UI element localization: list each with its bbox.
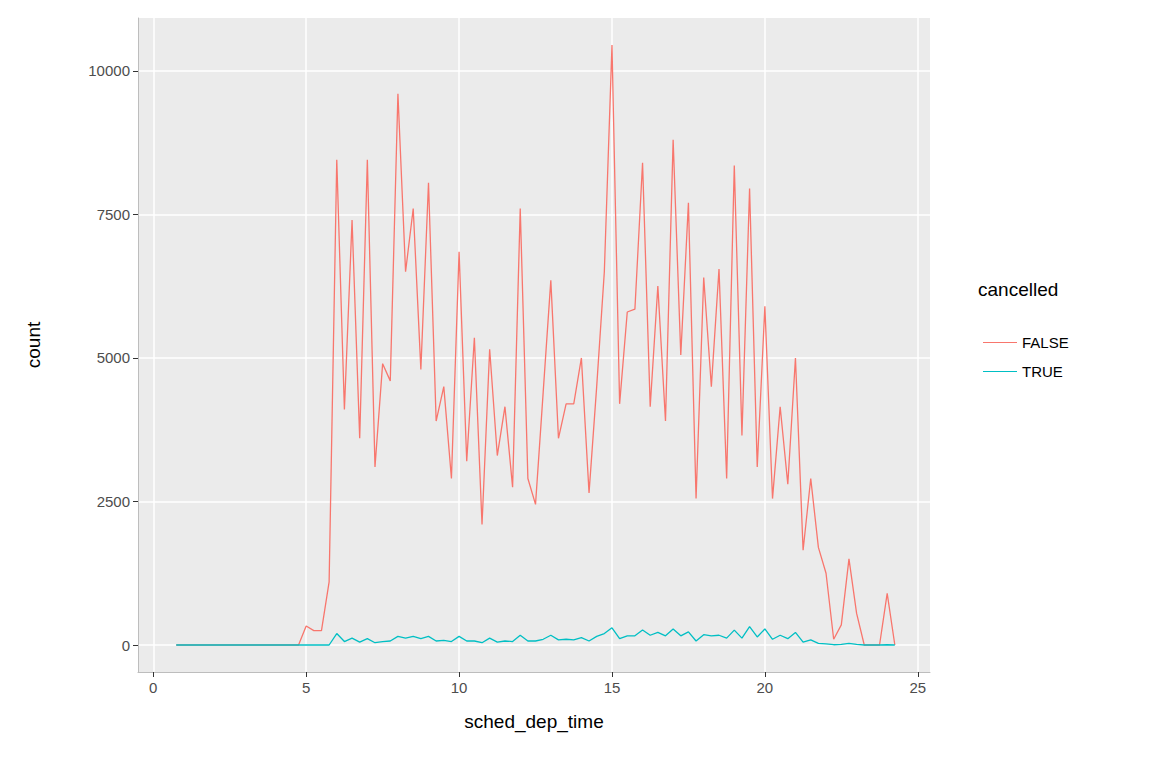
svg-text:7500: 7500: [97, 206, 130, 223]
svg-text:TRUE: TRUE: [1022, 363, 1063, 380]
svg-text:25: 25: [909, 679, 926, 696]
svg-text:5: 5: [302, 679, 310, 696]
svg-text:10: 10: [451, 679, 468, 696]
svg-text:5000: 5000: [97, 349, 130, 366]
svg-text:count: count: [23, 321, 44, 368]
svg-text:10000: 10000: [88, 62, 130, 79]
svg-text:0: 0: [149, 679, 157, 696]
svg-text:15: 15: [604, 679, 621, 696]
svg-text:sched_dep_time: sched_dep_time: [464, 711, 603, 733]
svg-text:0: 0: [122, 637, 130, 654]
svg-text:20: 20: [757, 679, 774, 696]
svg-text:cancelled: cancelled: [978, 279, 1058, 300]
svg-text:FALSE: FALSE: [1022, 334, 1069, 351]
svg-text:2500: 2500: [97, 493, 130, 510]
